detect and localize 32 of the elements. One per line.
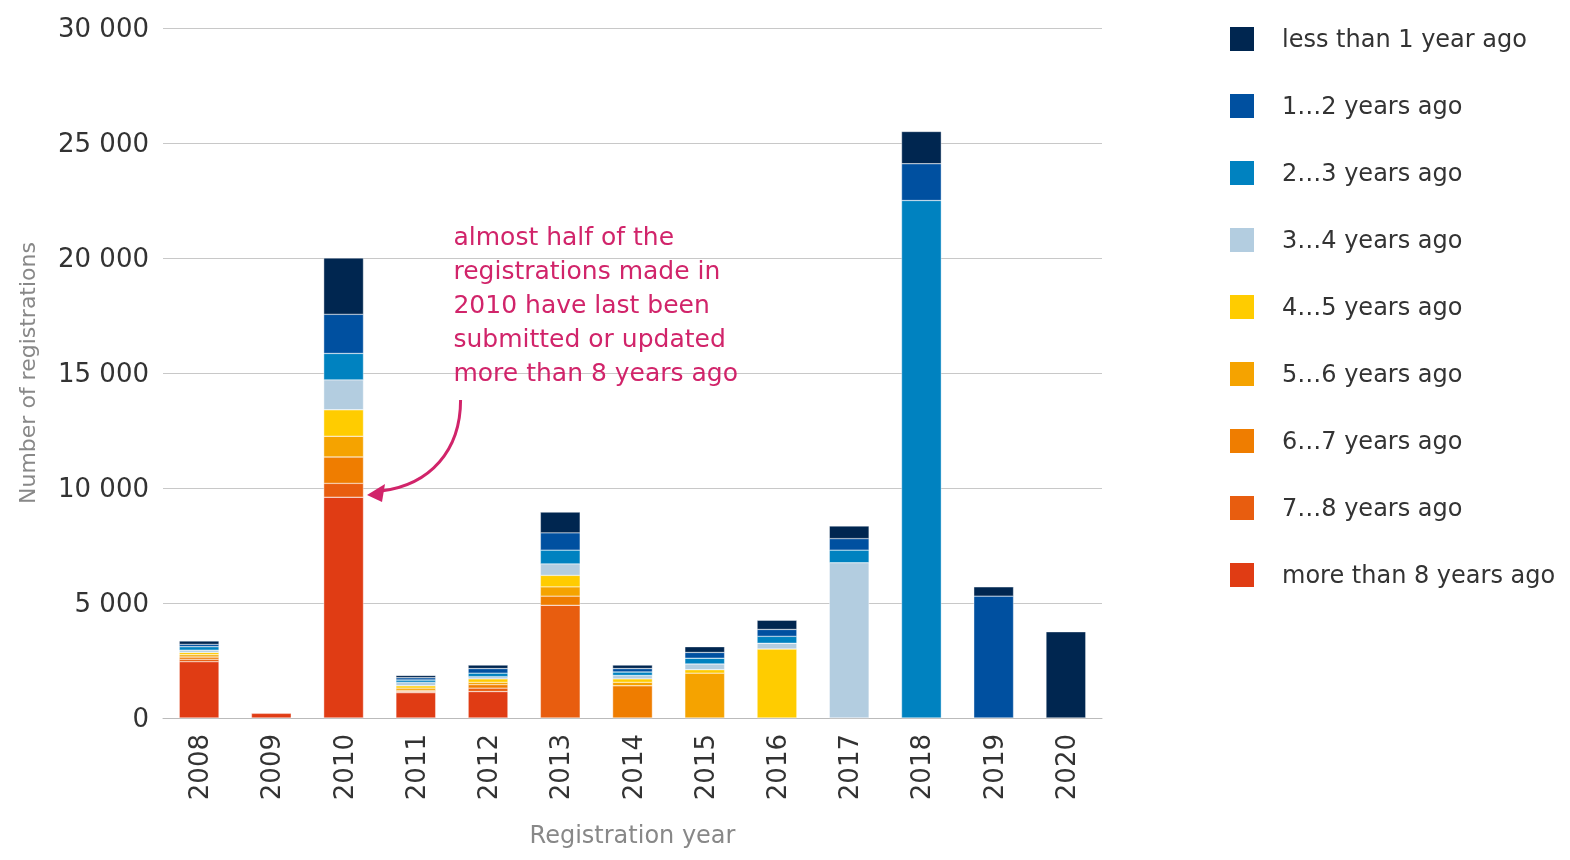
annotation: almost half of the registrations made in 2010 have last been submitted or updated more than 8 years ago — [453, 220, 739, 389]
x-tick-label: 2012 — [473, 734, 504, 801]
x-tick-label: 2014 — [617, 734, 648, 801]
y-tick-label: 30 000 — [58, 13, 149, 43]
y-tick-label: 10 000 — [58, 473, 149, 503]
legend-label: 6…7 years ago — [1282, 427, 1463, 455]
legend-label: 7…8 years ago — [1282, 494, 1463, 522]
x-tick-label: 2008 — [184, 734, 215, 801]
y-tick-label: 0 — [132, 703, 149, 733]
y-tick-label: 15 000 — [58, 358, 149, 388]
legend-label: 1…2 years ago — [1282, 92, 1463, 120]
y-tick-label: 20 000 — [58, 243, 149, 273]
x-tick-label: 2010 — [328, 734, 359, 801]
x-tick-label: 2017 — [834, 734, 865, 801]
legend-label: 3…4 years ago — [1282, 226, 1463, 254]
x-axis-title: Registration year — [529, 821, 736, 849]
x-tick-label: 2020 — [1050, 734, 1081, 801]
x-tick-label: 2011 — [400, 734, 431, 801]
x-tick-label: 2019 — [978, 734, 1009, 801]
legend-label: 5…6 years ago — [1282, 360, 1463, 388]
x-tick-label: 2015 — [689, 734, 720, 801]
y-tick-label: 5 000 — [74, 588, 149, 618]
x-tick-label: 2009 — [256, 734, 287, 801]
legend-label: 4…5 years ago — [1282, 293, 1463, 321]
legend-label: 2…3 years ago — [1282, 159, 1463, 187]
x-tick-label: 2013 — [545, 734, 576, 801]
y-tick-label: 25 000 — [58, 128, 149, 158]
y-axis-title: Number of registrations — [14, 242, 40, 504]
legend-label: less than 1 year ago — [1282, 25, 1527, 53]
legend-label: more than 8 years ago — [1282, 561, 1556, 589]
x-tick-label: 2018 — [906, 734, 937, 801]
x-tick-label: 2016 — [761, 734, 792, 801]
